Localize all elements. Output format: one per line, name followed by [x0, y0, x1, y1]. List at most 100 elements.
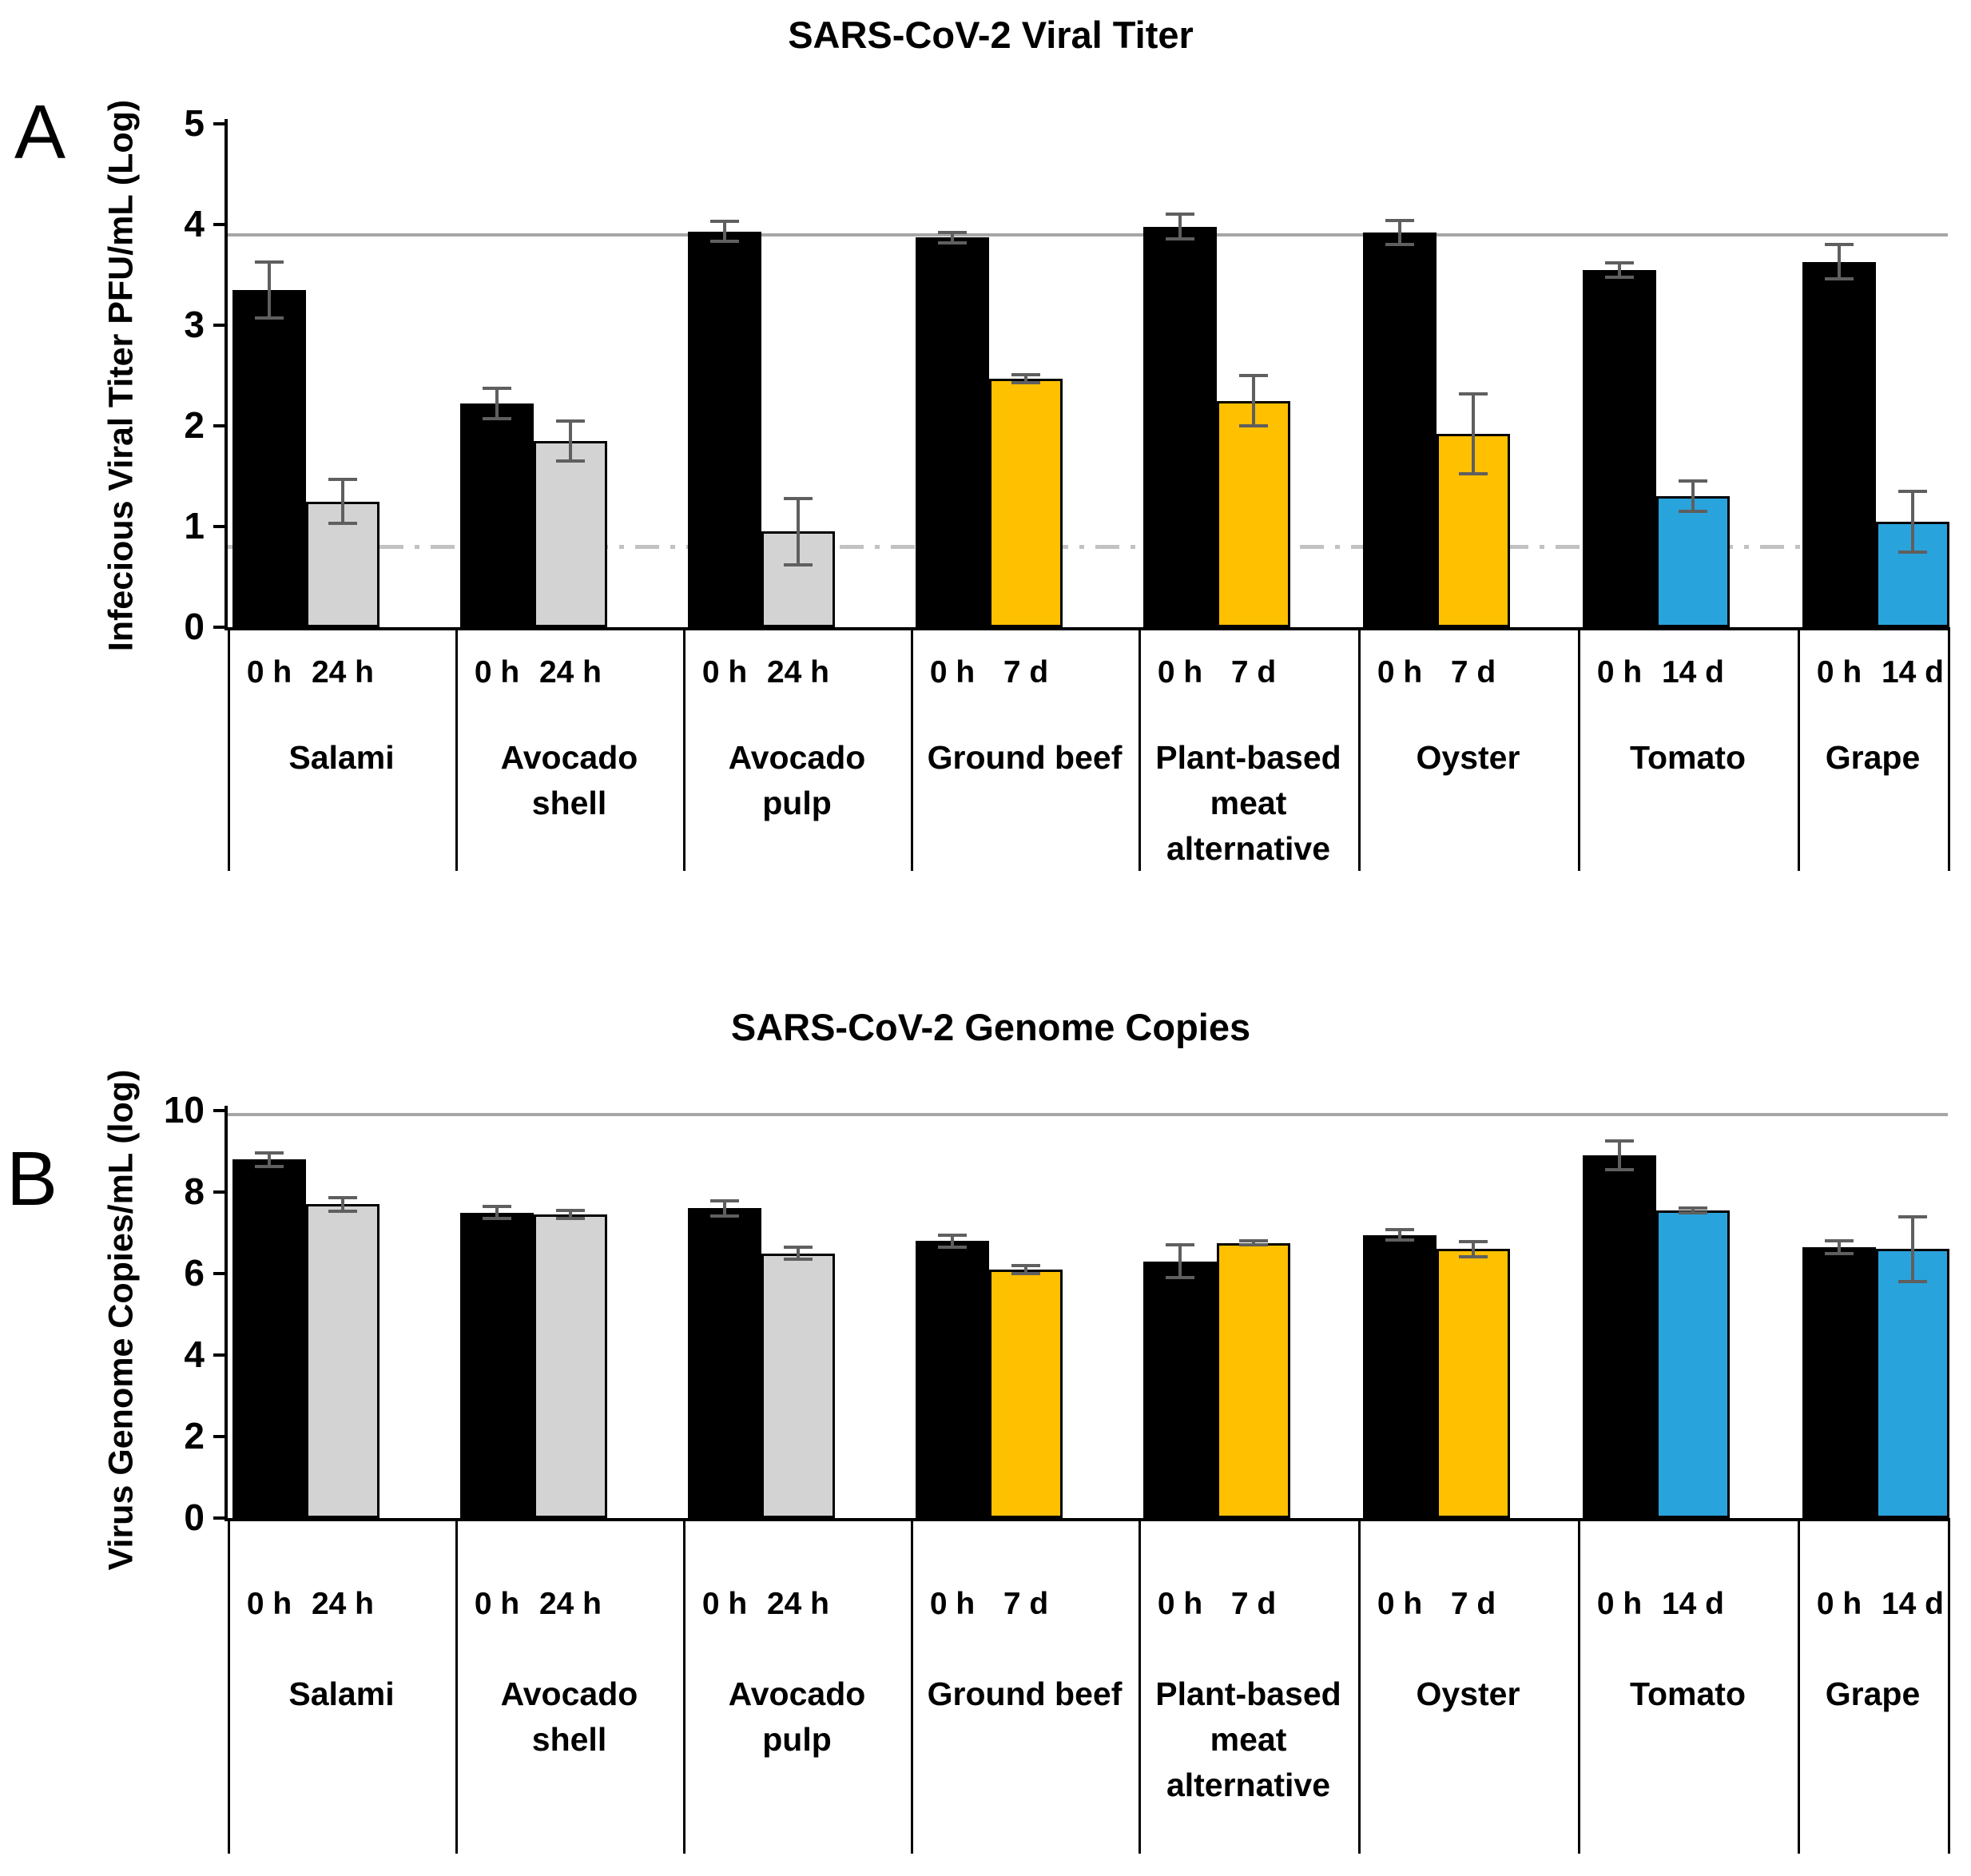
error-bar-cap-bottom [483, 417, 511, 421]
bar-oyster-0h [1363, 1234, 1437, 1518]
error-bar-line [1024, 1265, 1027, 1274]
time-point-label: 0 h [474, 1587, 520, 1621]
bar-plant-based-meat-alternative-7d [1217, 400, 1290, 627]
time-point-label: 14 d [1881, 1587, 1945, 1621]
y-tick-mark [213, 1272, 225, 1275]
error-bar-cap-bottom [1239, 1243, 1268, 1247]
y-tick-mark [213, 1190, 225, 1194]
bar-tomato-0h [1583, 269, 1656, 627]
error-bar-line [268, 261, 271, 319]
y-tick-mark [213, 223, 225, 226]
error-bar-cap-bottom [1898, 1280, 1927, 1284]
bar-grape-14d [1876, 521, 1949, 627]
panel-b-title: SARS-CoV-2 Genome Copies [730, 1006, 1251, 1048]
category-label: Oyster [1416, 739, 1520, 776]
error-bar-cap-top [784, 496, 813, 500]
error-bar-cap-top [1898, 489, 1927, 493]
time-point-label: 0 h [929, 1587, 976, 1621]
time-point-label: 0 h [1157, 655, 1203, 690]
error-bar-line [723, 221, 726, 242]
bar-ground-beef-7d [989, 1269, 1063, 1518]
error-bar-cap-bottom [1679, 1210, 1707, 1214]
error-bar-cap-top [1605, 1139, 1634, 1143]
category-label: pulp [762, 1721, 832, 1758]
error-bar-cap-bottom [1459, 1254, 1488, 1258]
bar-tomato-0h [1583, 1155, 1656, 1518]
reference-line [226, 1113, 1948, 1117]
y-tick-mark [213, 324, 225, 327]
error-bar-line [1178, 214, 1182, 239]
error-bar-cap-top [483, 1204, 511, 1208]
reference-line [226, 233, 1948, 236]
error-bar-cap-top [1166, 1243, 1194, 1247]
error-bar-cap-bottom [1898, 550, 1927, 554]
error-bar-line [1911, 1216, 1914, 1282]
category-divider-line [1578, 627, 1580, 871]
error-bar-cap-top [1385, 218, 1414, 222]
category-label: Grape [1825, 1675, 1921, 1712]
error-bar-line [1618, 1141, 1621, 1170]
time-point-label: 0 h [1377, 1587, 1423, 1621]
time-point-label: 7 d [1230, 655, 1277, 690]
error-bar-cap-bottom [710, 240, 739, 244]
y-tick-mark [213, 122, 225, 125]
category-divider-line [228, 1518, 230, 1854]
error-bar-line [1398, 1230, 1401, 1240]
bar-grape-0h [1802, 261, 1876, 627]
y-tick-mark [213, 1353, 225, 1357]
time-point-label: 7 d [1003, 1587, 1049, 1621]
category-divider-line [1578, 1518, 1580, 1854]
time-point-label: 24 h [538, 655, 602, 690]
bar-grape-0h [1802, 1246, 1876, 1518]
category-label: Ground beef [927, 739, 1123, 776]
panel-a-y-axis-label: Infecious Viral Titer PFU/mL (Log) [101, 99, 141, 652]
error-bar-line [797, 1246, 800, 1260]
category-label: Plant-based [1155, 739, 1341, 776]
category-label: Avocado [500, 1675, 638, 1712]
error-bar-line [341, 479, 344, 524]
time-point-label: 24 h [311, 1587, 375, 1621]
category-divider-line [1798, 1518, 1800, 1854]
category-label: Tomato [1629, 1675, 1746, 1712]
error-bar-cap-bottom [1166, 236, 1194, 240]
error-bar-cap-top [1825, 243, 1854, 247]
bar-plant-based-meat-alternative-0h [1143, 226, 1217, 627]
bar-tomato-14d [1656, 1210, 1730, 1518]
error-bar-cap-top [1679, 1206, 1707, 1210]
bar-avocado-pulp-24h [761, 1253, 835, 1518]
category-label: Oyster [1416, 1675, 1520, 1712]
y-tick-mark [213, 1516, 225, 1520]
bar-ground-beef-0h [916, 1241, 989, 1518]
time-point-label: 7 d [1003, 655, 1049, 690]
bar-plant-based-meat-alternative-7d [1217, 1242, 1290, 1518]
error-bar-cap-top [938, 231, 967, 235]
error-bar-line [1252, 376, 1255, 426]
category-divider-line [1138, 1518, 1141, 1854]
error-bar-cap-top [938, 1233, 967, 1237]
category-label: shell [531, 1721, 607, 1758]
error-bar-cap-bottom [255, 316, 284, 320]
category-label: pulp [762, 785, 832, 821]
category-divider-line [455, 1518, 458, 1854]
error-bar-line [1178, 1245, 1182, 1278]
time-point-label: 0 h [1596, 1587, 1643, 1621]
bar-ground-beef-7d [989, 378, 1063, 627]
error-bar-cap-top [1011, 1263, 1040, 1267]
y-tick-mark [213, 1435, 225, 1438]
error-bar-cap-top [1459, 1240, 1488, 1244]
category-divider-line [1798, 627, 1800, 871]
category-divider-line [911, 627, 913, 871]
error-bar-line [1472, 393, 1475, 475]
category-divider-line [1358, 627, 1361, 871]
bar-plant-based-meat-alternative-0h [1143, 1261, 1217, 1518]
error-bar-line [1911, 491, 1914, 552]
panel-a-title: SARS-CoV-2 Viral Titer [788, 14, 1194, 56]
time-point-label: 0 h [929, 655, 976, 690]
error-bar-line [1252, 1241, 1255, 1246]
detection-limit-line [226, 545, 1948, 550]
category-label: Plant-based [1155, 1675, 1341, 1712]
time-point-label: 24 h [766, 655, 830, 690]
category-label: Salami [288, 739, 395, 776]
x-axis-line [225, 627, 1948, 630]
